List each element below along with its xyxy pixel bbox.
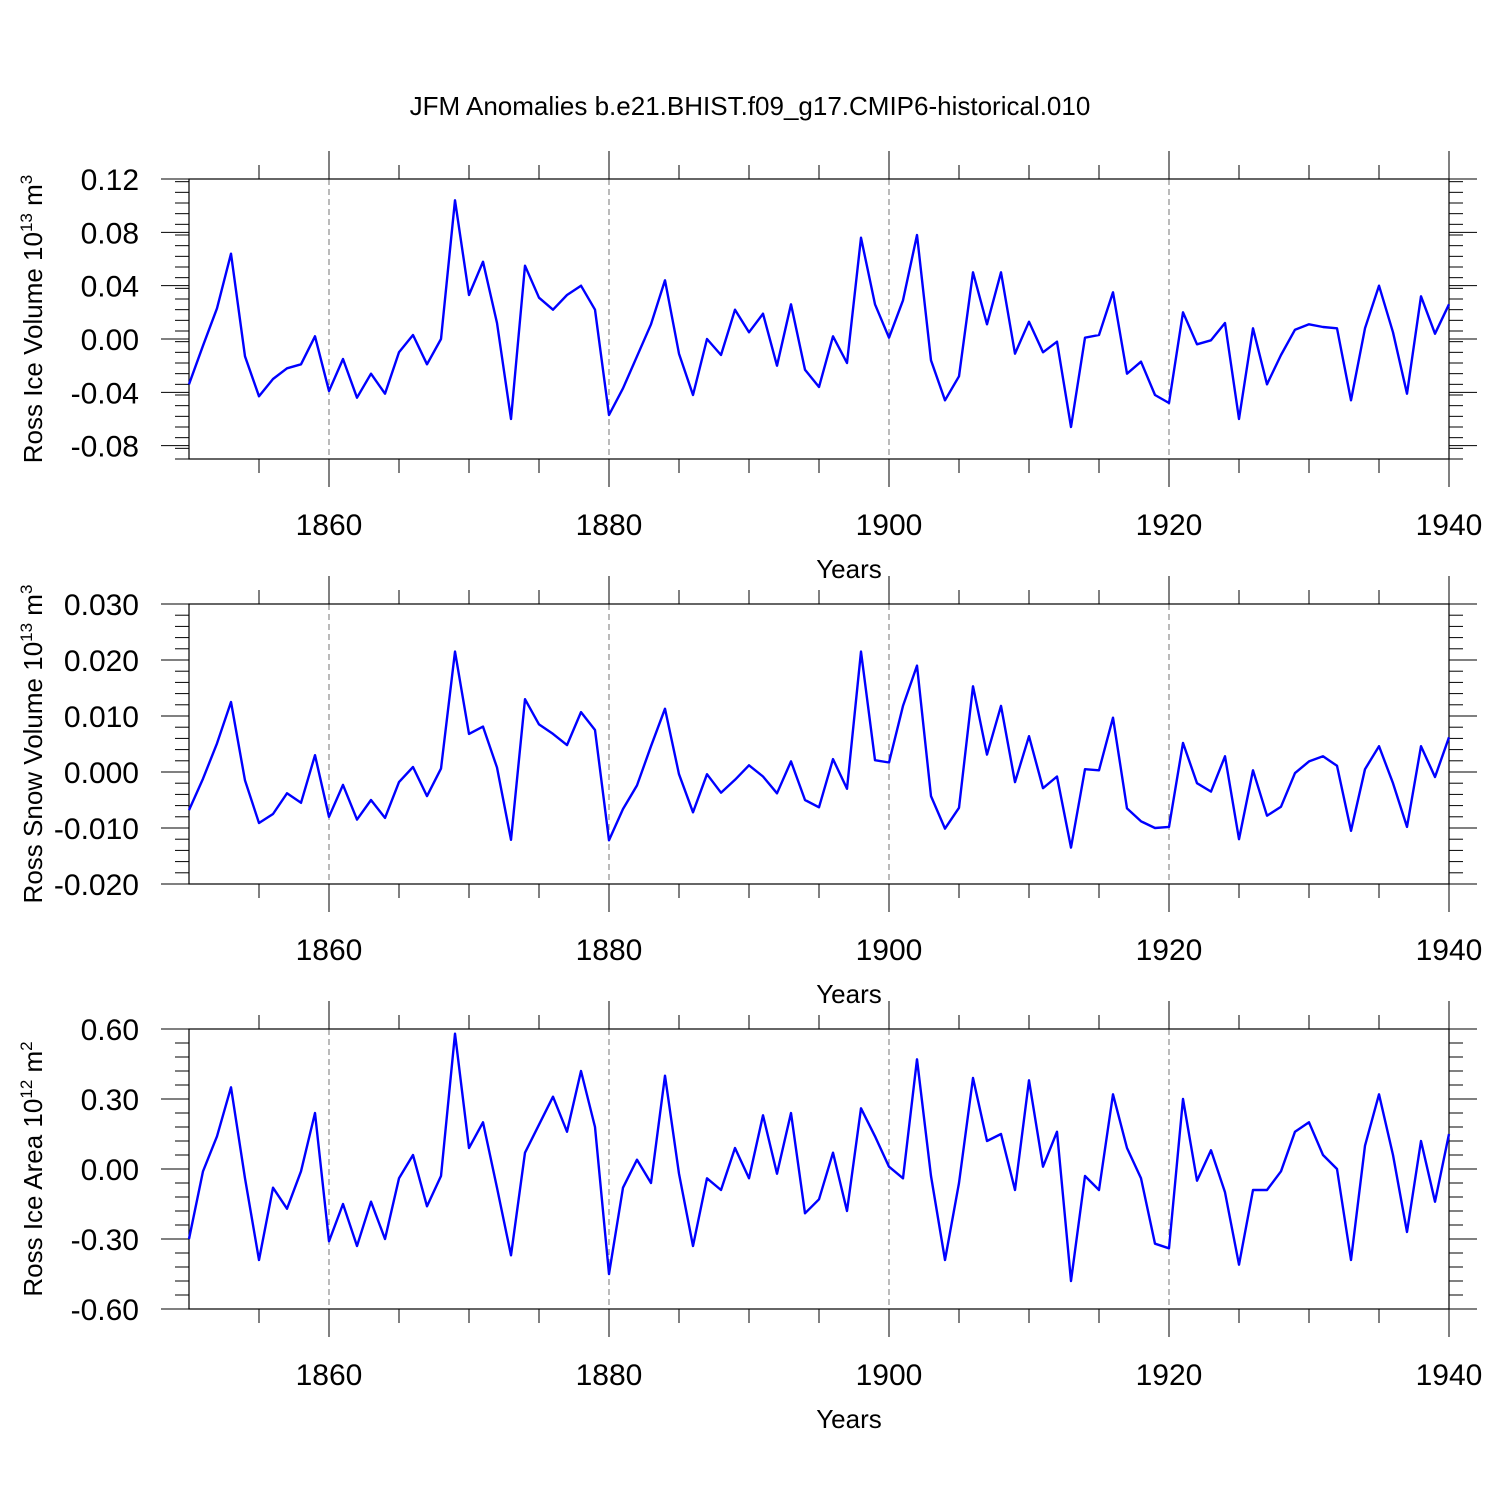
x-tick-label: 1860 xyxy=(296,1359,363,1392)
x-tick-label: 1920 xyxy=(1136,509,1203,542)
series-line xyxy=(187,199,1451,429)
chart-title: JFM Anomalies b.e21.BHIST.f09_g17.CMIP6-… xyxy=(410,91,1091,121)
series-line xyxy=(187,1032,1451,1283)
y-axis-title: Ross Ice Volume 1013 m3 xyxy=(17,175,48,464)
x-tick-label: 1860 xyxy=(296,509,363,542)
y-tick-label: 0.010 xyxy=(64,701,139,734)
y-tick-label: 0.00 xyxy=(81,324,139,357)
y-tick-label: 0.000 xyxy=(64,757,139,790)
x-tick-label: 1940 xyxy=(1416,1359,1483,1392)
x-tick-label: 1900 xyxy=(856,509,923,542)
plot-frame xyxy=(188,178,1450,460)
y-tick-label: -0.04 xyxy=(71,377,139,410)
x-tick-label: 1880 xyxy=(576,934,643,967)
y-tick-label: -0.020 xyxy=(54,869,139,902)
y-tick-label: 0.00 xyxy=(81,1154,139,1187)
y-tick-label: 0.020 xyxy=(64,645,139,678)
x-tick-label: 1880 xyxy=(576,509,643,542)
x-axis-title: Years xyxy=(816,979,882,1009)
y-axis-title: Ross Ice Area 1012 m2 xyxy=(17,1041,48,1296)
y-tick-label: 0.30 xyxy=(81,1084,139,1117)
y-tick-label: 0.60 xyxy=(81,1014,139,1047)
y-tick-label: 0.08 xyxy=(81,217,139,250)
y-tick-label: -0.30 xyxy=(71,1224,139,1257)
y-tick-label: -0.60 xyxy=(71,1294,139,1327)
x-tick-label: 1880 xyxy=(576,1359,643,1392)
y-tick-label: -0.010 xyxy=(54,813,139,846)
y-tick-label: 0.04 xyxy=(81,271,139,304)
x-tick-label: 1940 xyxy=(1416,509,1483,542)
plot-frame xyxy=(188,603,1450,885)
chart-panel-2: 1860 1880 1900 1920 1940 0.030 0.020 0.010 0.000… xyxy=(17,576,1482,1009)
chart-panel-1: 1860 1880 1900 1920 1940 0.12 0.08 0.04 0.00 -0.0… xyxy=(17,151,1482,584)
series-line xyxy=(187,650,1451,849)
x-tick-label: 1900 xyxy=(856,1359,923,1392)
x-tick-label: 1920 xyxy=(1136,1359,1203,1392)
y-axis-title: Ross Snow Volume 1013 m3 xyxy=(17,585,48,904)
x-tick-label: 1920 xyxy=(1136,934,1203,967)
x-axis-title: Years xyxy=(816,1404,882,1434)
plot-frame xyxy=(188,1028,1450,1310)
x-axis-title: Years xyxy=(816,554,882,584)
chart-panel-3: 1860 1880 1900 1920 1940 0.60 0.30 0.00 -0.30 -0.… xyxy=(17,1001,1482,1434)
y-tick-label: -0.08 xyxy=(71,431,139,464)
x-tick-label: 1900 xyxy=(856,934,923,967)
x-tick-label: 1940 xyxy=(1416,934,1483,967)
x-tick-label: 1860 xyxy=(296,934,363,967)
y-tick-label: 0.12 xyxy=(81,164,139,197)
y-tick-label: 0.030 xyxy=(64,589,139,622)
